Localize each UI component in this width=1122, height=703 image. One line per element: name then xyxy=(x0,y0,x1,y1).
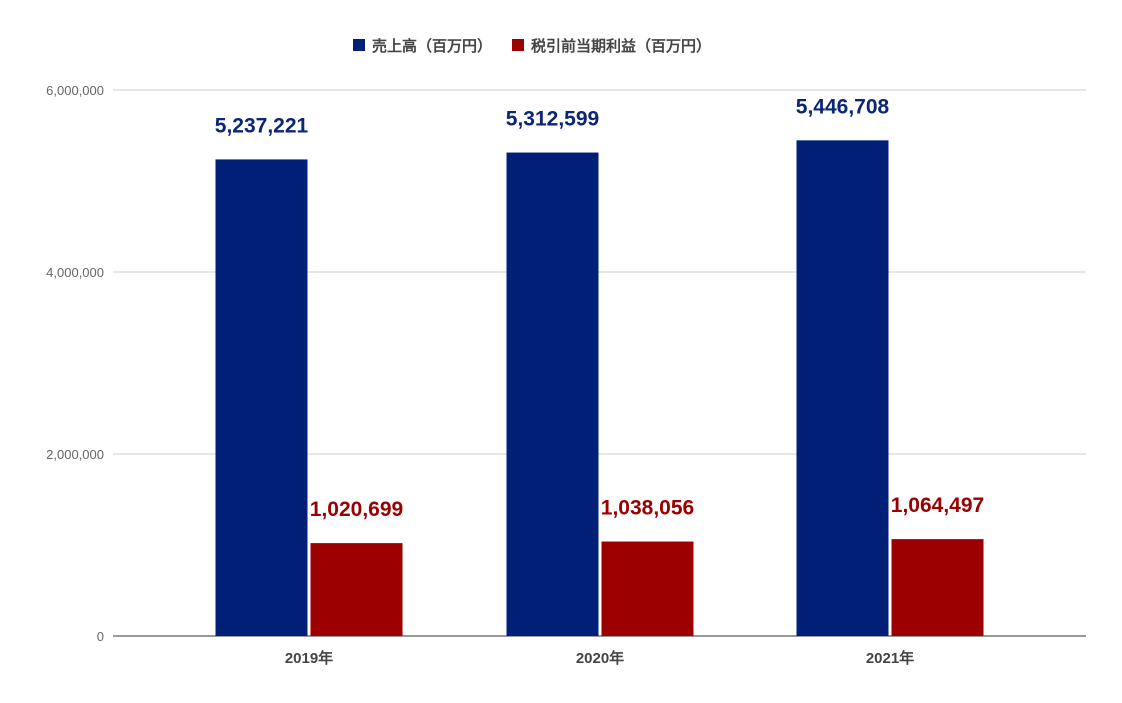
data-label-series-1-1: 5,237,221 xyxy=(215,114,309,137)
bar-series-1-2 xyxy=(506,152,599,636)
bar-series-2-1 xyxy=(310,543,403,636)
legend-swatch-series-1 xyxy=(353,39,365,51)
data-labels: 5,237,221 1,020,699 5,312,599 1,038,056 5,44… xyxy=(215,95,984,521)
data-label-series-2-2: 1,038,056 xyxy=(601,497,694,520)
data-label-series-2-3: 1,064,497 xyxy=(891,494,984,517)
bars xyxy=(215,140,984,636)
data-label-series-1-3: 5,446,708 xyxy=(796,95,890,118)
bar-series-2-3 xyxy=(891,539,984,636)
data-label-series-2-1: 1,020,699 xyxy=(310,498,403,521)
legend-label-series-2: 税引前当期利益（百万円） xyxy=(531,37,711,55)
y-tick-label: 2,000,000 xyxy=(46,447,104,462)
legend-swatch-series-2 xyxy=(512,39,524,51)
x-axis-category-labels: 2019年 2020年 2021年 xyxy=(285,649,914,667)
bar-series-2-2 xyxy=(601,541,694,636)
y-tick-label: 4,000,000 xyxy=(46,265,104,280)
legend-label-series-1: 売上高（百万円） xyxy=(372,37,492,55)
x-category-label: 2020年 xyxy=(576,649,624,667)
bar-series-1-3 xyxy=(796,140,889,636)
y-tick-label: 0 xyxy=(97,629,104,644)
y-tick-label: 6,000,000 xyxy=(46,83,104,98)
legend: 売上高（百万円） 税引前当期利益（百万円） xyxy=(353,37,711,55)
bar-series-1-1 xyxy=(215,159,308,636)
x-category-label: 2019年 xyxy=(285,649,333,667)
data-label-series-1-2: 5,312,599 xyxy=(506,108,599,131)
x-category-label: 2021年 xyxy=(866,649,914,667)
y-axis-tick-labels: 0 2,000,000 4,000,000 6,000,000 xyxy=(46,83,104,644)
